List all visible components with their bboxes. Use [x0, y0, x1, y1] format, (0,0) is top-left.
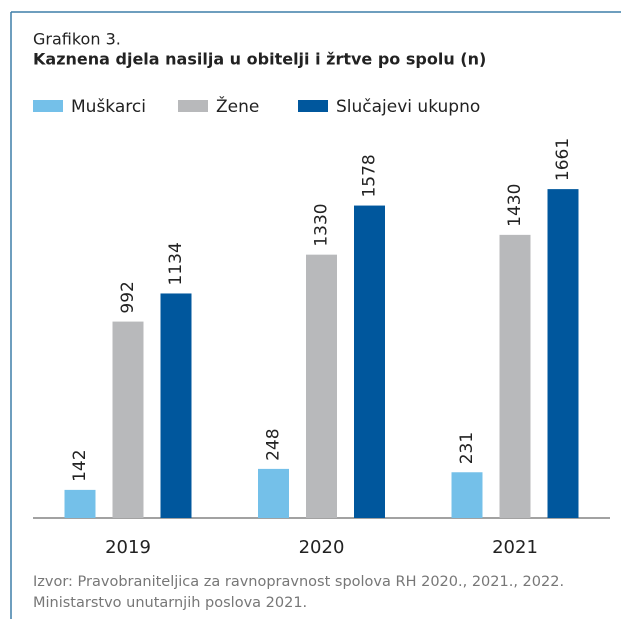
bar [499, 234, 531, 519]
legend-swatch [33, 100, 63, 112]
bar [258, 468, 289, 518]
bar [160, 293, 192, 518]
source: Ministarstvo unutarnjih poslova 2021. [33, 595, 307, 611]
value-label: 248 [264, 428, 284, 460]
value-label: 231 [457, 432, 477, 464]
bar [547, 189, 579, 518]
legend-swatch [178, 100, 208, 112]
value-label: 1578 [360, 154, 380, 197]
bar [451, 472, 483, 518]
chart-label: Grafikon 3. [33, 30, 121, 49]
legend-label: Slučajevi ukupno [336, 97, 480, 117]
chart-title: Kaznena djela nasilja u obitelji i žrtve… [33, 50, 486, 69]
value-label: 1430 [505, 184, 525, 227]
legend-label: Muškarci [71, 97, 146, 117]
x-tick-label: 2019 [105, 537, 151, 558]
bar [306, 254, 337, 518]
x-tick-label: 2020 [299, 537, 345, 558]
source: Izvor: Pravobraniteljica za ravnopravnos… [33, 574, 564, 590]
x-tick-label: 2021 [492, 537, 538, 558]
value-label: 1330 [312, 203, 332, 246]
bar [354, 205, 385, 518]
value-label: 1661 [553, 138, 573, 181]
bar [112, 321, 144, 518]
legend-label: Žene [216, 95, 259, 117]
value-label: 142 [70, 449, 90, 481]
bar [64, 489, 96, 518]
value-label: 992 [118, 281, 138, 313]
legend-swatch [298, 100, 328, 112]
value-label: 1134 [166, 242, 186, 285]
